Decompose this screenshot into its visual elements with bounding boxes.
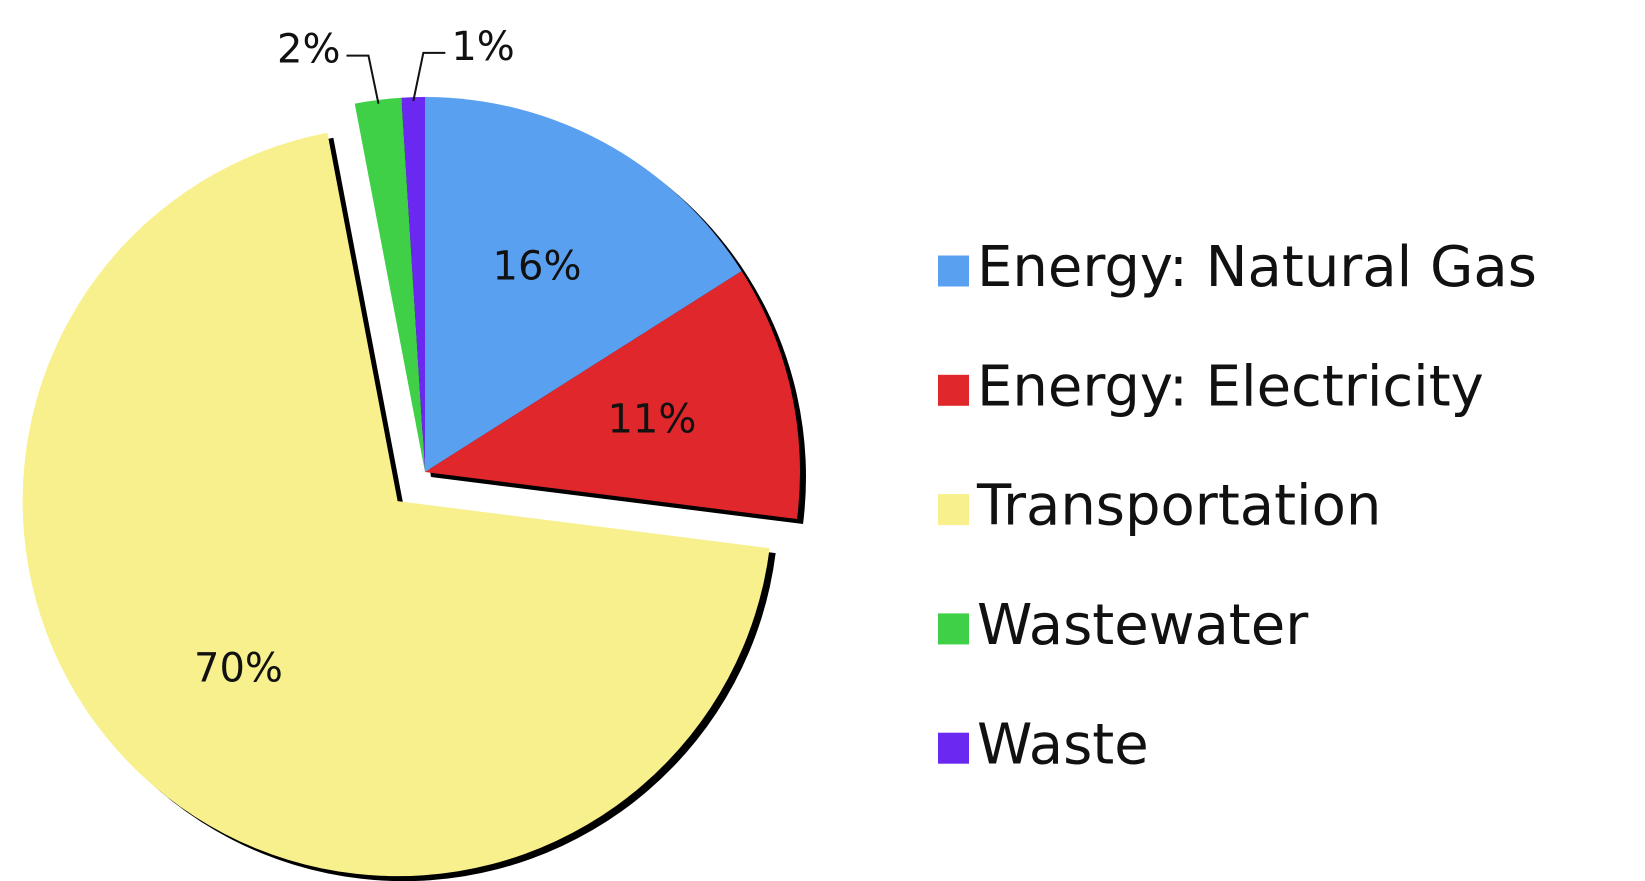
slice (425, 97, 742, 472)
slice-label: 11% (607, 396, 696, 442)
legend-swatch (938, 613, 969, 645)
legend-swatch (938, 494, 969, 526)
slice (22, 132, 770, 877)
slice-label: 2% (277, 27, 340, 73)
slice (425, 271, 801, 519)
legend: Energy: Natural Gas Energy: Electricity Tr… (938, 235, 1537, 777)
legend-swatch (938, 255, 969, 287)
pie: 16% 11% 70% 2% 1% (22, 24, 807, 881)
legend-swatch (938, 732, 969, 764)
legend-label: Waste (977, 712, 1149, 777)
legend-label: Transportation (976, 474, 1381, 539)
legend-label: Wastewater (977, 593, 1309, 658)
legend-label: Energy: Electricity (977, 354, 1484, 419)
slice-label: 70% (194, 646, 283, 692)
leader-line (412, 51, 446, 102)
slice (401, 97, 425, 472)
leader-line (346, 54, 380, 104)
legend-label: Energy: Natural Gas (977, 235, 1537, 300)
slice (354, 97, 425, 472)
slice-label: 1% (451, 24, 514, 70)
legend-swatch (938, 374, 969, 406)
slice-label: 16% (493, 243, 582, 289)
